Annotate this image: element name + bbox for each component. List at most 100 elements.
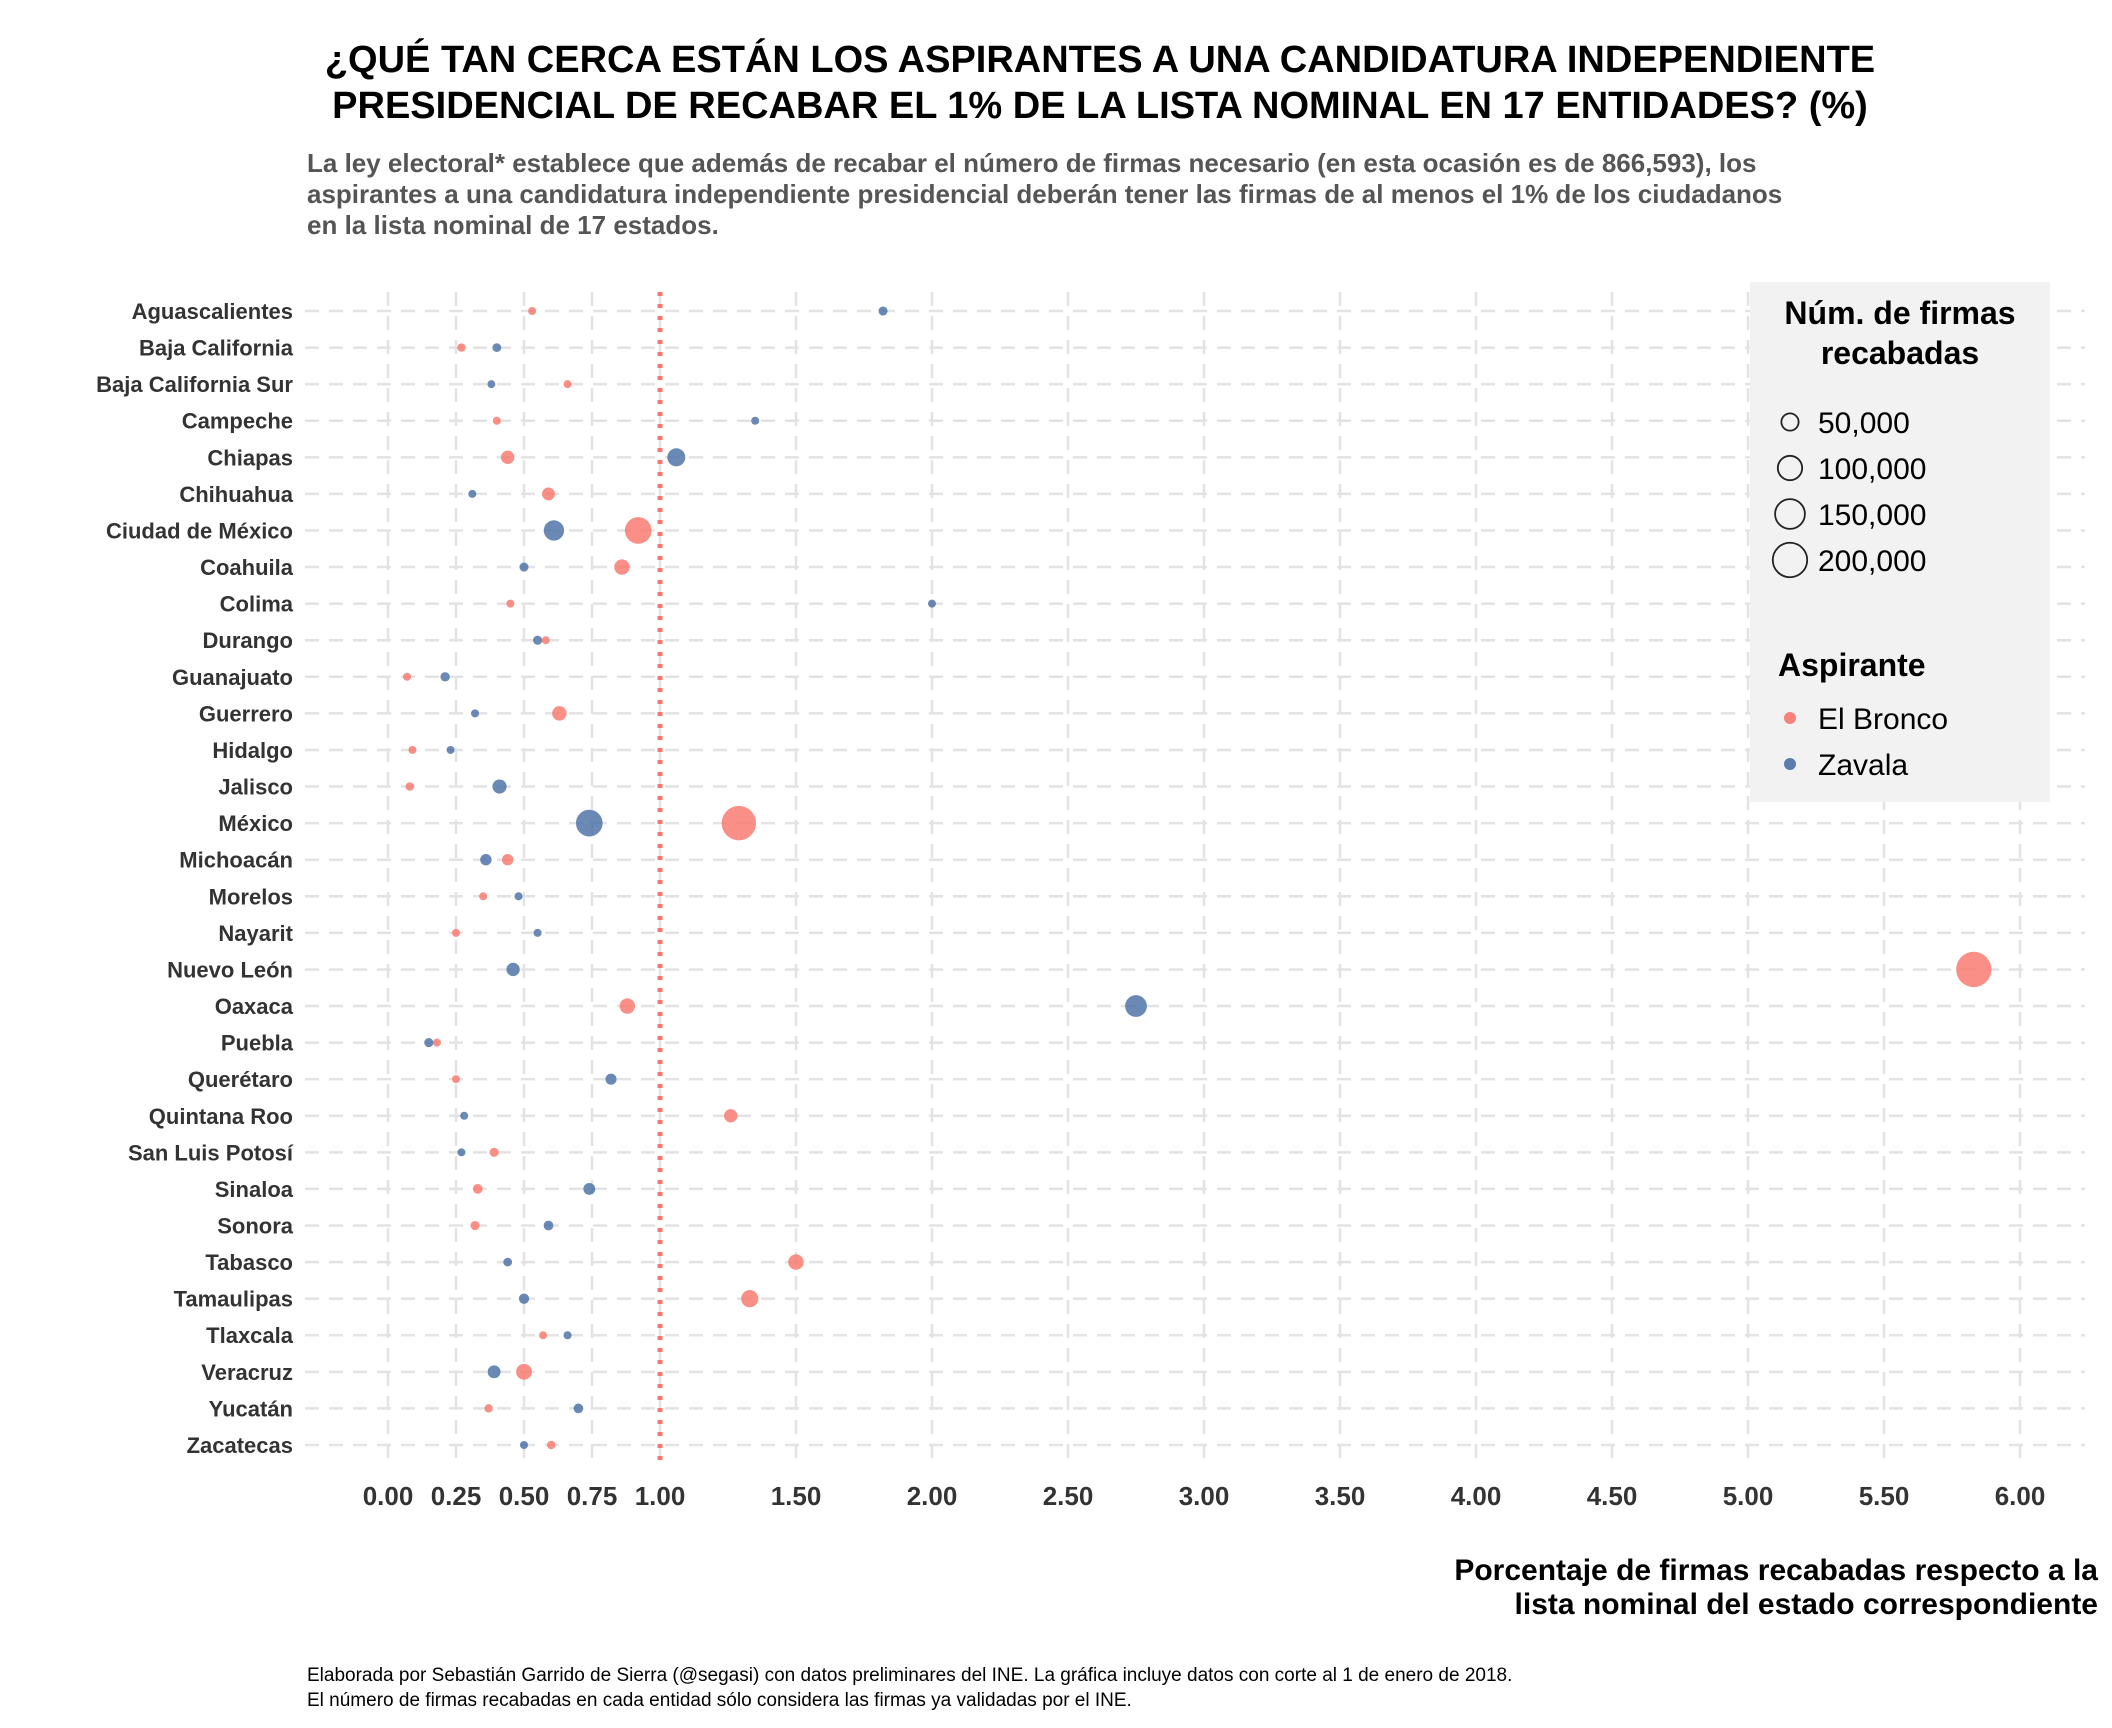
point-el-bronco-9 <box>541 636 550 645</box>
y-tick-label-19: Oaxaca <box>215 994 294 1019</box>
point-el-bronco-28 <box>539 1331 548 1340</box>
point-zavala-18 <box>506 962 520 977</box>
y-tick-label-27: Tamaulipas <box>174 1287 293 1312</box>
y-tick-label-22: Quintana Roo <box>149 1104 293 1129</box>
point-zavala-24 <box>583 1182 596 1195</box>
y-tick-label-15: Michoacán <box>179 848 293 873</box>
y-tick-label-7: Coahuila <box>200 555 294 580</box>
subtitle-line-1: La ley electoral* establece que además d… <box>307 148 1756 178</box>
y-tick-label-0: Aguascalientes <box>132 299 293 324</box>
point-el-bronco-18 <box>1956 951 1992 988</box>
y-tick-label-31: Zacatecas <box>187 1433 293 1458</box>
point-el-bronco-25 <box>470 1220 480 1231</box>
y-axis-tick-labels: Aguascalientes Baja California Baja Califo… <box>96 299 294 1458</box>
y-tick-label-25: Sonora <box>217 1214 294 1239</box>
y-tick-label-20: Puebla <box>221 1031 294 1056</box>
point-zavala-22 <box>460 1111 469 1120</box>
color-legend-label-0: El Bronco <box>1818 703 1948 736</box>
color-legend-label-1: Zavala <box>1818 749 1908 782</box>
data-points <box>403 306 1992 1450</box>
subtitle-line-2: aspirantes a una candidatura independien… <box>307 179 1782 209</box>
point-el-bronco-29 <box>516 1363 532 1380</box>
point-zavala-0 <box>878 306 888 316</box>
point-el-bronco-16 <box>479 892 488 901</box>
size-legend-label-1: 100,000 <box>1818 453 1926 486</box>
point-el-bronco-1 <box>457 343 466 352</box>
point-el-bronco-21 <box>452 1075 460 1084</box>
y-tick-label-16: Morelos <box>209 884 293 909</box>
x-tick-label-7: 2.50 <box>1043 1481 1094 1511</box>
point-el-bronco-7 <box>614 559 630 575</box>
y-tick-label-9: Durango <box>203 628 293 653</box>
x-tick-label-9: 3.50 <box>1315 1481 1366 1511</box>
point-zavala-17 <box>533 928 542 937</box>
size-legend-circle-3 <box>1771 541 1809 579</box>
point-zavala-23 <box>457 1148 466 1157</box>
point-zavala-20 <box>424 1038 434 1048</box>
x-tick-label-5: 1.50 <box>771 1481 822 1511</box>
y-tick-label-14: México <box>218 811 293 836</box>
y-tick-label-5: Chihuahua <box>179 482 293 507</box>
point-zavala-10 <box>440 672 450 682</box>
color-legend-title: Aspirante <box>1778 647 1926 683</box>
point-zavala-25 <box>543 1220 554 1231</box>
caption-line-2: El número de firmas recabadas en cada en… <box>307 1690 1132 1711</box>
point-zavala-30 <box>573 1403 584 1414</box>
point-zavala-27 <box>518 1293 530 1304</box>
point-zavala-11 <box>471 709 480 718</box>
point-zavala-21 <box>605 1073 617 1085</box>
point-zavala-16 <box>514 892 523 901</box>
y-tick-label-11: Guerrero <box>199 701 293 726</box>
x-tick-label-4: 1.00 <box>635 1481 686 1511</box>
y-tick-label-29: Veracruz <box>201 1360 293 1385</box>
caption: Elaborada por Sebastián Garrido de Sierr… <box>307 1665 1512 1711</box>
point-zavala-6 <box>543 520 565 541</box>
point-zavala-3 <box>751 416 760 425</box>
x-tick-label-2: 0.50 <box>499 1481 550 1511</box>
x-tick-label-1: 0.25 <box>431 1481 482 1511</box>
point-zavala-13 <box>492 779 507 794</box>
point-zavala-28 <box>563 1331 572 1340</box>
x-axis-title: Porcentaje de firmas recabadas respecto … <box>1454 1554 2098 1621</box>
point-el-bronco-11 <box>552 706 567 721</box>
point-el-bronco-15 <box>501 853 514 866</box>
legend-background <box>1750 282 2050 802</box>
size-legend-entries: 50,000 100,000 150,000 200,000 <box>1771 407 1926 579</box>
point-el-bronco-5 <box>542 487 555 501</box>
y-tick-label-12: Hidalgo <box>212 738 293 763</box>
y-tick-label-23: San Luis Potosí <box>128 1140 294 1165</box>
y-tick-label-24: Sinaloa <box>215 1177 294 1202</box>
x-axis-tick-labels: 0.00 0.25 0.50 0.75 1.00 1.50 2.00 2.50 3.00 3.50… <box>363 1481 2046 1511</box>
caption-line-1: Elaborada por Sebastián Garrido de Sierr… <box>307 1665 1512 1686</box>
point-zavala-12 <box>446 745 455 754</box>
point-el-bronco-13 <box>405 782 414 791</box>
point-zavala-14 <box>575 809 603 837</box>
point-el-bronco-27 <box>741 1290 759 1308</box>
point-zavala-5 <box>468 489 477 498</box>
point-el-bronco-26 <box>788 1254 804 1270</box>
x-axis-title-line-2: lista nominal del estado correspondiente <box>1515 1588 2098 1621</box>
point-zavala-8 <box>928 599 936 608</box>
subtitle-line-3: en la lista nominal de 17 estados. <box>307 210 719 240</box>
x-tick-label-14: 6.00 <box>1995 1481 2046 1511</box>
point-el-bronco-17 <box>452 928 460 937</box>
point-zavala-9 <box>533 635 543 645</box>
point-el-bronco-22 <box>724 1109 738 1123</box>
x-axis-title-line-1: Porcentaje de firmas recabadas respecto … <box>1454 1554 2098 1587</box>
size-legend-circle-0 <box>1780 412 1800 432</box>
y-tick-label-26: Tabasco <box>205 1250 293 1275</box>
y-tick-label-17: Nayarit <box>218 921 293 946</box>
y-tick-label-6: Ciudad de México <box>106 518 293 543</box>
legend: Núm. de firmas recabadas 50,000 100,000 15… <box>1750 282 2050 802</box>
point-el-bronco-31 <box>546 1440 556 1450</box>
point-el-bronco-30 <box>484 1404 493 1413</box>
y-tick-label-1: Baja California <box>139 336 294 361</box>
point-el-bronco-2 <box>563 380 572 389</box>
title-line-2: PRESIDENCIAL DE RECABAR EL 1% DE LA LIST… <box>332 85 1868 127</box>
size-legend-label-3: 200,000 <box>1818 545 1926 578</box>
point-el-bronco-3 <box>492 416 501 425</box>
x-tick-label-10: 4.00 <box>1451 1481 1502 1511</box>
point-zavala-2 <box>487 380 496 389</box>
y-tick-label-13: Jalisco <box>218 775 293 800</box>
color-legend-key-0 <box>1784 712 1796 724</box>
